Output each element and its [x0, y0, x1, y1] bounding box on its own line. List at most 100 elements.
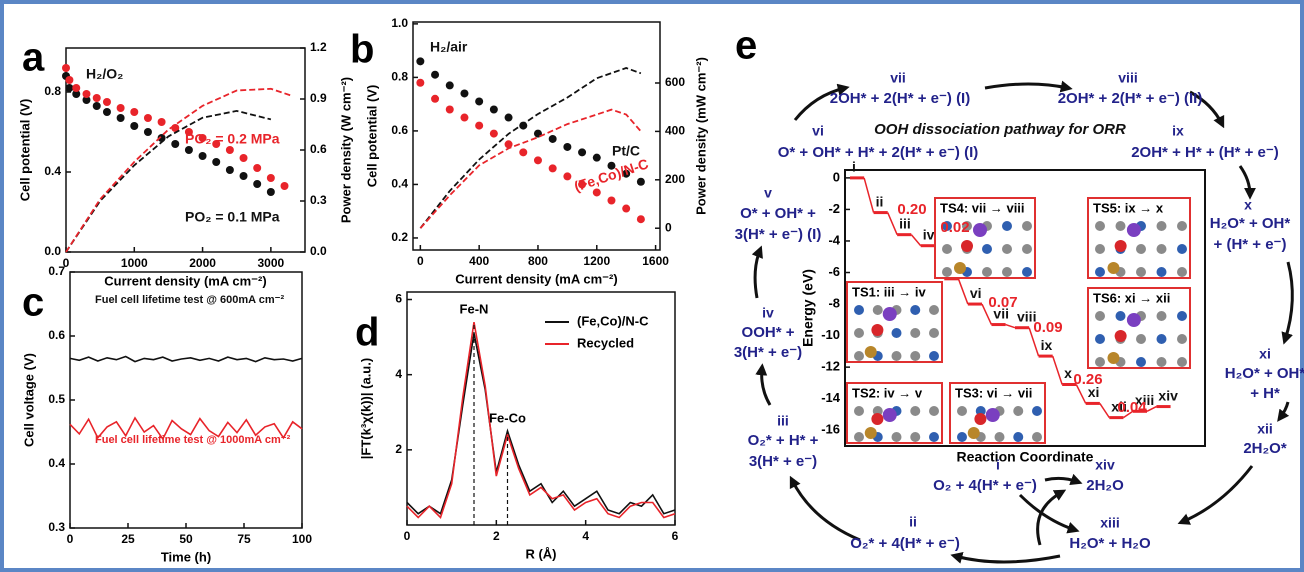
y2-tick-label: 1.2 — [310, 40, 327, 54]
annotation: H₂/O₂ — [86, 66, 123, 82]
data-point — [549, 135, 557, 143]
x-tick-label: 100 — [292, 532, 312, 546]
node-formula: 3(H* + e⁻) — [749, 453, 817, 470]
annotation: PO₂ = 0.1 MPa — [185, 209, 280, 225]
x-axis-label: Current density (mA cm⁻²) — [104, 273, 266, 288]
atom — [873, 305, 883, 315]
data-point — [212, 158, 220, 166]
node-formula: O* + OH* + H* + 2(H* + e⁻) (I) — [778, 144, 978, 161]
node-formula: H₂O* + H₂O — [1069, 535, 1151, 552]
atom — [929, 351, 939, 361]
ts-label: TS3: vi → vii — [955, 385, 1032, 400]
atom — [1157, 221, 1167, 231]
node-numeral: iv — [762, 305, 774, 321]
atom — [871, 413, 883, 425]
y2-tick-label: 600 — [665, 75, 685, 89]
atom — [1177, 244, 1187, 254]
atom — [1116, 221, 1126, 231]
node-numeral: xii — [1257, 421, 1273, 437]
x-tick-label: 50 — [179, 532, 193, 546]
atom — [942, 244, 952, 254]
data-point — [103, 108, 111, 116]
x-tick-label: 0 — [417, 254, 424, 268]
y2-tick-label: 0.3 — [310, 193, 327, 207]
data-point — [185, 146, 193, 154]
annotation: H₂/air — [430, 39, 468, 55]
data-point — [460, 114, 468, 122]
node-numeral: ii — [909, 514, 917, 530]
y-tick-label: 0.6 — [48, 328, 65, 342]
node-formula: H₂O* + OH* — [1225, 365, 1304, 382]
atom — [1002, 244, 1012, 254]
x-tick-label: 400 — [469, 254, 489, 268]
node-numeral: v — [764, 185, 772, 201]
node-numeral: i — [996, 457, 1000, 473]
atom — [986, 408, 1000, 422]
figure: a01000200030000.00.40.80.00.30.60.91.2Cu… — [0, 0, 1304, 572]
atom — [982, 267, 992, 277]
x-tick-label: 800 — [528, 254, 548, 268]
atom — [1127, 313, 1141, 327]
data-point — [416, 57, 424, 65]
atom — [1177, 357, 1187, 367]
node-numeral: xiii — [1100, 515, 1119, 531]
y-tick-label: 6 — [395, 292, 402, 306]
data-point — [637, 178, 645, 186]
y-axis-label: |FT(k³χ(k))| (a.u.) — [358, 358, 373, 459]
data-point — [622, 205, 630, 213]
annotation: Pt/C — [612, 143, 640, 159]
atom — [1157, 334, 1167, 344]
x-axis-label: Current density (mA cm⁻²) — [455, 271, 617, 286]
data-point — [117, 104, 125, 112]
y-tick-label: 1.0 — [391, 16, 408, 30]
atom — [929, 328, 939, 338]
atom — [954, 262, 966, 274]
legend-label: (Fe,Co)/N-C — [577, 313, 649, 328]
atom — [957, 432, 967, 442]
atom — [865, 427, 877, 439]
node-formula: 3(H* + e⁻) — [734, 344, 802, 361]
atom — [929, 406, 939, 416]
atom — [1108, 352, 1120, 364]
node-formula: 2H₂O — [1086, 477, 1124, 494]
atom — [929, 305, 939, 315]
atom — [883, 307, 897, 321]
node-numeral: vii — [890, 70, 906, 86]
y-tick-label: 0.0 — [44, 244, 61, 258]
atom — [865, 346, 877, 358]
data-point — [563, 143, 571, 151]
y-tick-label: 0.2 — [391, 230, 408, 244]
data-point — [607, 196, 615, 204]
y-tick-label: 0.5 — [48, 392, 65, 406]
x-tick-label: 2000 — [189, 256, 216, 270]
panel-letter: b — [350, 28, 374, 72]
data-point — [446, 81, 454, 89]
data-point — [117, 114, 125, 122]
atom — [910, 432, 920, 442]
data-point — [240, 154, 248, 162]
diagram-title: OOH dissociation pathway for ORR — [874, 121, 1126, 138]
data-point — [130, 108, 138, 116]
y2-tick-label: 200 — [665, 172, 685, 186]
atom — [968, 427, 980, 439]
data-point — [171, 140, 179, 148]
y-tick-label: 0.3 — [48, 520, 65, 534]
atom — [1177, 311, 1187, 321]
x-tick-label: 4 — [582, 529, 589, 543]
y2-tick-label: 0.0 — [310, 244, 327, 258]
data-point — [416, 79, 424, 87]
atom — [1013, 432, 1023, 442]
data-point — [62, 64, 70, 72]
atom — [1136, 244, 1146, 254]
marker-label: Fe-N — [460, 302, 489, 317]
atom — [910, 305, 920, 315]
level-label: iv — [923, 226, 935, 242]
atom — [910, 328, 920, 338]
atom — [1108, 262, 1120, 274]
node-formula: 2OH* + 2(H* + e⁻) (I) — [830, 90, 970, 107]
ts-label: TS5: ix → x — [1093, 200, 1164, 215]
data-point — [281, 182, 289, 190]
atom — [1002, 221, 1012, 231]
y-tick-label: -10 — [821, 327, 840, 342]
node-formula: OOH* + — [742, 324, 795, 341]
